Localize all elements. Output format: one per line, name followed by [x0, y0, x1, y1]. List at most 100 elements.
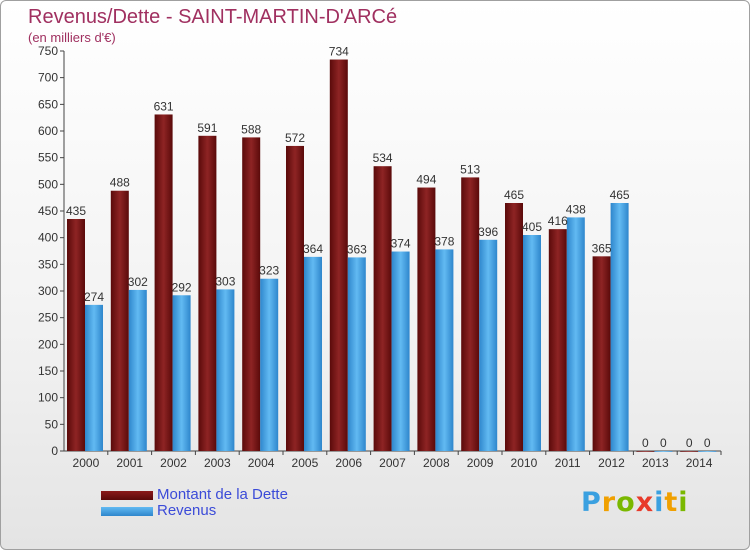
y-tick-label: 300 [38, 284, 58, 298]
legend-label-dette: Montant de la Dette [157, 486, 288, 503]
bar-revenus [610, 203, 629, 451]
data-label-revenus: 292 [172, 280, 192, 294]
y-tick-label: 700 [38, 71, 58, 85]
logo-letter: P [581, 487, 602, 518]
data-label-dette: 0 [642, 436, 649, 450]
bar-revenus [260, 278, 279, 451]
data-label-revenus: 364 [303, 242, 323, 256]
data-label-revenus: 0 [660, 436, 667, 450]
y-tick-label: 0 [51, 444, 58, 458]
data-label-revenus: 302 [128, 275, 148, 289]
x-tick-label: 2008 [423, 456, 450, 470]
x-tick-label: 2000 [73, 456, 100, 470]
data-label-dette: 588 [241, 122, 261, 136]
data-label-dette: 488 [110, 176, 130, 190]
logo-letter: t [664, 487, 679, 518]
data-label-dette: 465 [504, 188, 524, 202]
bar-revenus [347, 257, 366, 451]
y-tick-label: 200 [38, 337, 58, 351]
logo-letter: o [616, 487, 636, 518]
legend-swatch-dette [101, 491, 153, 500]
x-tick-label: 2013 [642, 456, 669, 470]
data-label-revenus: 363 [347, 242, 367, 256]
y-tick-label: 750 [38, 44, 58, 58]
data-label-dette: 734 [329, 45, 349, 59]
x-tick-label: 2009 [467, 456, 494, 470]
data-label-dette: 534 [373, 151, 393, 165]
x-tick-label: 2004 [248, 456, 275, 470]
bar-revenus [435, 249, 454, 451]
logo-letter: i [678, 487, 689, 518]
legend-swatch-revenus [101, 507, 153, 516]
data-label-dette: 572 [285, 131, 305, 145]
data-label-revenus: 405 [522, 220, 542, 234]
x-tick-label: 2007 [379, 456, 406, 470]
bar-dette [636, 451, 655, 452]
data-label-revenus: 323 [259, 264, 279, 278]
data-label-revenus: 465 [610, 188, 630, 202]
data-label-revenus: 303 [215, 274, 235, 288]
x-tick-label: 2002 [160, 456, 187, 470]
data-label-dette: 591 [197, 121, 217, 135]
bar-dette [505, 203, 523, 451]
y-tick-label: 550 [38, 151, 58, 165]
data-label-revenus: 274 [84, 290, 104, 304]
bar-dette [286, 145, 304, 451]
x-tick-label: 2014 [686, 456, 713, 470]
data-label-revenus: 396 [478, 225, 498, 239]
bar-dette [592, 256, 611, 451]
y-tick-label: 400 [38, 231, 58, 245]
bar-dette [373, 166, 392, 451]
y-tick-label: 350 [38, 257, 58, 271]
bar-dette [110, 190, 129, 451]
x-tick-label: 2003 [204, 456, 231, 470]
bar-revenus [85, 304, 103, 451]
data-label-dette: 631 [154, 99, 174, 113]
data-label-dette: 494 [416, 173, 436, 187]
bar-revenus [479, 239, 498, 451]
x-tick-label: 2005 [292, 456, 319, 470]
bar-revenus [698, 451, 717, 452]
bar-dette [198, 135, 217, 452]
data-label-dette: 435 [66, 204, 86, 218]
y-tick-label: 600 [38, 124, 58, 138]
bar-revenus [128, 289, 147, 451]
bar-dette [242, 137, 261, 451]
data-label-dette: 0 [686, 436, 693, 450]
x-tick-label: 2012 [598, 456, 625, 470]
bar-dette [548, 229, 567, 451]
logo-letter: r [601, 487, 617, 518]
chart-subtitle: (en milliers d'€) [28, 30, 116, 45]
data-label-dette: 513 [460, 162, 480, 176]
y-tick-label: 250 [38, 311, 58, 325]
bar-revenus [172, 295, 191, 451]
logo-letter: i [654, 487, 665, 518]
bar-dette [329, 59, 348, 452]
bar-dette [67, 219, 85, 451]
y-tick-label: 450 [38, 204, 58, 218]
bar-dette [680, 451, 699, 452]
bar-revenus [391, 251, 410, 451]
legend-label-revenus: Revenus [157, 502, 217, 519]
bar-revenus [304, 256, 322, 451]
bars [67, 59, 717, 452]
data-label-dette: 416 [548, 214, 568, 228]
data-label-revenus: 0 [704, 436, 711, 450]
data-label-revenus: 374 [391, 237, 411, 251]
data-label-revenus: 378 [434, 234, 454, 248]
y-tick-label: 50 [45, 417, 59, 431]
logo-letter: x [635, 487, 655, 518]
x-tick-label: 2010 [511, 456, 538, 470]
bar-revenus [216, 289, 235, 451]
data-labels: 435 274 488 302 631 292 591 303 588 323 572 364 734 3… [66, 45, 711, 450]
data-label-revenus: 438 [566, 202, 586, 216]
bar-revenus [566, 217, 585, 451]
y-tick-label: 500 [38, 177, 58, 191]
x-tick-label: 2006 [335, 456, 362, 470]
y-tick-label: 100 [38, 391, 58, 405]
y-tick-label: 150 [38, 364, 58, 378]
proxiti-logo: Proxiti [581, 487, 689, 518]
bar-revenus [654, 451, 673, 452]
